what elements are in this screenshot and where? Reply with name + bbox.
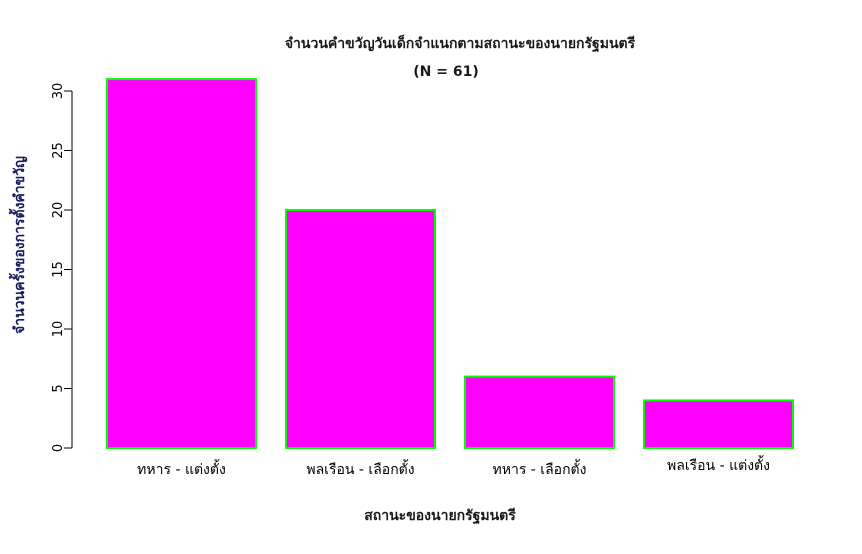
y-tick-label: 30 bbox=[51, 83, 66, 100]
chart-title: จำนวนคำขวัญวันเด็กจำแนกตามสถานะของนายกรั… bbox=[285, 34, 636, 53]
x-tick-label: ทหาร - เลือกตั้ง bbox=[493, 459, 587, 478]
bar bbox=[106, 78, 257, 449]
y-tick-label: 10 bbox=[51, 321, 66, 338]
y-tick-label: 25 bbox=[51, 142, 66, 159]
x-tick-label: พลเรือน - เลือกตั้ง bbox=[306, 459, 414, 478]
bar bbox=[464, 375, 615, 450]
x-axis-label: สถานะของนายกรัฐมนตรี bbox=[364, 508, 516, 525]
x-tick-label: ทหาร - แต่งตั้ง bbox=[137, 459, 226, 478]
bar bbox=[643, 399, 794, 449]
chart-subtitle: (N = 61) bbox=[413, 64, 478, 80]
bar bbox=[285, 209, 436, 449]
x-tick-label: พลเรือน - แต่งตั้ง bbox=[667, 455, 770, 474]
y-tick-label: 5 bbox=[51, 384, 66, 392]
y-tick-label: 20 bbox=[51, 202, 66, 219]
y-axis-label: จำนวนครั้งของการตั้งคำขวัญ bbox=[8, 156, 28, 334]
y-tick-label: 0 bbox=[51, 444, 66, 452]
y-tick-label: 15 bbox=[51, 261, 66, 278]
